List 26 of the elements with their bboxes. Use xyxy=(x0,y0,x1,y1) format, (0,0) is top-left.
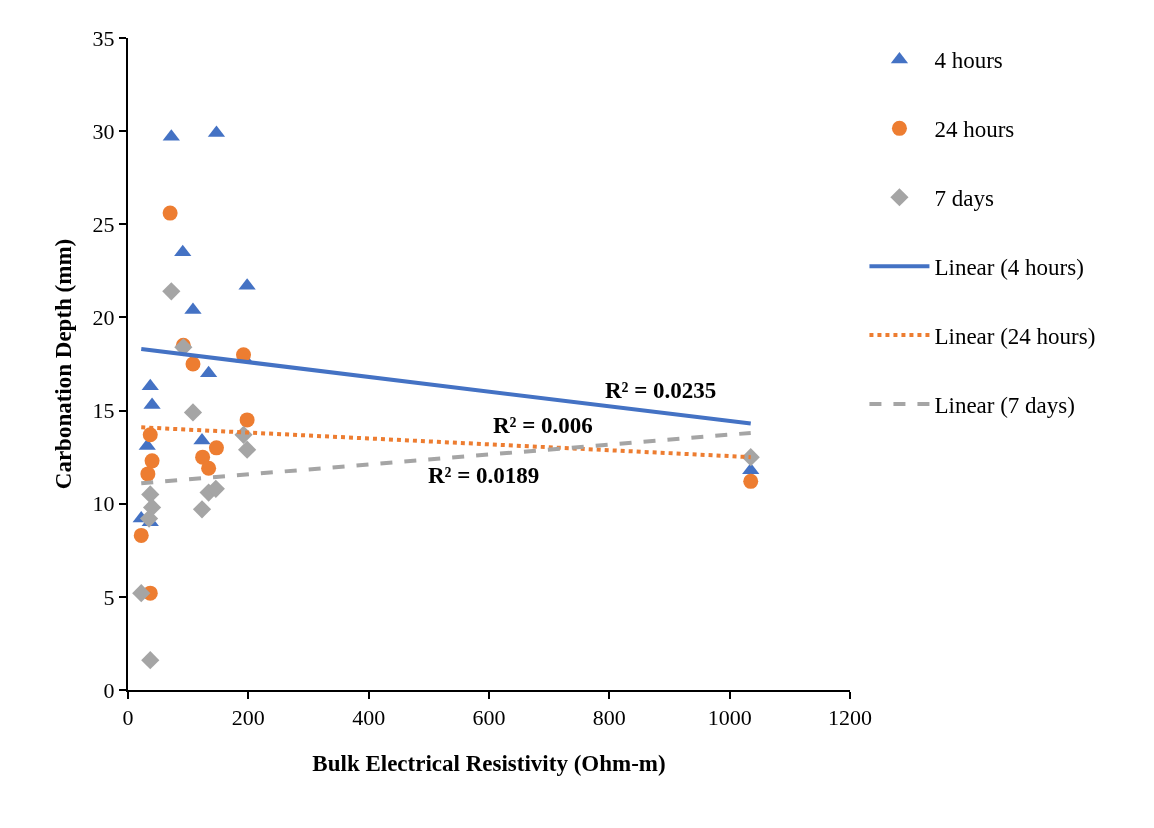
y-tick-label: 25 xyxy=(92,211,115,237)
x-tick-label: 800 xyxy=(592,705,626,731)
legend-label: Linear (4 hours) xyxy=(934,255,1084,281)
x-tick-label: 0 xyxy=(122,705,134,731)
annotation: R² = 0.0235 xyxy=(605,378,717,403)
y-tick-label: 20 xyxy=(92,305,115,331)
legend-label: 7 days xyxy=(934,186,994,212)
x-tick-label: 400 xyxy=(352,705,386,731)
annotation: R² = 0.006 xyxy=(493,413,593,438)
x-tick-label: 1200 xyxy=(828,705,872,731)
y-tick-label: 5 xyxy=(103,584,115,610)
x-axis-title: Bulk Electrical Resistivity (Ohm-m) xyxy=(312,750,666,776)
legend-label: 24 hours xyxy=(934,117,1015,143)
x-tick-label: 200 xyxy=(231,705,265,731)
y-axis-title: Carbonation Depth (mm) xyxy=(50,238,76,490)
legend-label: Linear (24 hours) xyxy=(934,324,1096,350)
annotation: R² = 0.0189 xyxy=(428,463,540,488)
y-tick-label: 30 xyxy=(92,118,115,144)
y-tick-label: 0 xyxy=(103,677,115,703)
legend-label: 4 hours xyxy=(934,48,1003,74)
x-tick-label: 1000 xyxy=(707,705,752,731)
y-tick-label: 15 xyxy=(92,398,115,424)
x-tick-label: 600 xyxy=(472,705,506,731)
y-tick-label: 35 xyxy=(92,25,115,51)
y-tick-label: 10 xyxy=(92,491,115,517)
legend-label: Linear (7 days) xyxy=(934,392,1075,418)
